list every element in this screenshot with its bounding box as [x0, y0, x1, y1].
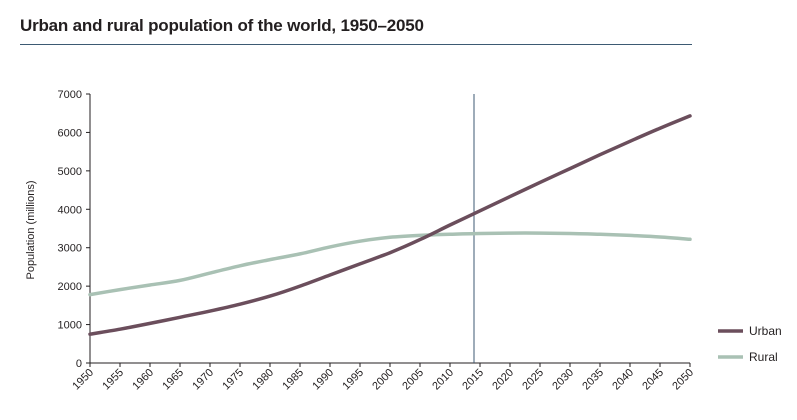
x-tick-label: 1965: [160, 367, 186, 393]
x-tick-label: 1960: [130, 367, 156, 393]
x-tick-label: 2045: [640, 367, 666, 393]
x-tick-label: 1990: [310, 367, 336, 393]
legend-label-rural: Rural: [749, 350, 778, 364]
x-tick-label: 1995: [340, 367, 366, 393]
x-tick-label: 1975: [220, 367, 246, 393]
x-tick-label: 2040: [610, 367, 636, 393]
x-tick-label: 2030: [550, 367, 576, 393]
y-tick-label: 0: [76, 358, 82, 370]
y-tick-label: 3000: [58, 243, 82, 255]
x-tick-label: 2010: [430, 367, 456, 393]
x-tick-label: 1970: [190, 367, 216, 393]
x-tick-label: 1955: [100, 367, 126, 393]
x-tick-label: 2035: [580, 367, 606, 393]
x-tick-label: 1985: [280, 367, 306, 393]
legend-label-urban: Urban: [749, 324, 782, 338]
x-tick-label: 2005: [400, 367, 426, 393]
x-tick-label: 2000: [370, 367, 396, 393]
y-tick-label: 1000: [58, 320, 82, 332]
y-axis-title: Population (millions): [25, 180, 37, 279]
series-line-rural: [88, 231, 692, 297]
series-line-urban: [88, 114, 692, 336]
x-tick-label: 2020: [490, 367, 516, 393]
chart-title: Urban and rural population of the world,…: [20, 16, 424, 35]
y-tick-label: 2000: [58, 281, 82, 293]
x-tick-label: 1950: [70, 367, 96, 393]
x-tick-label: 2025: [520, 367, 546, 393]
y-tick-label: 4000: [58, 204, 82, 216]
x-tick-label: 2050: [670, 367, 696, 393]
x-tick-label: 2015: [460, 367, 486, 393]
y-tick-label: 7000: [58, 89, 82, 101]
x-tick-label: 1980: [250, 367, 276, 393]
y-tick-label: 6000: [58, 127, 82, 139]
title-underline: [20, 44, 692, 45]
y-tick-label: 5000: [58, 166, 82, 178]
